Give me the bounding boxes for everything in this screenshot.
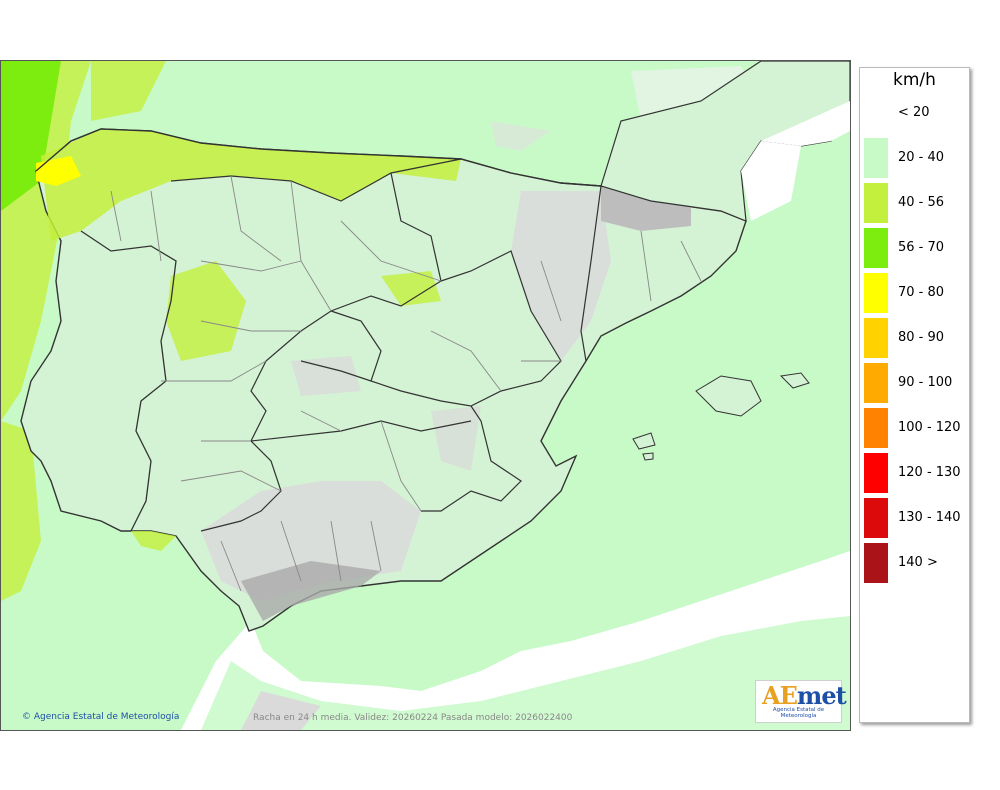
- wind-gust-map: [0, 60, 851, 731]
- legend-swatch: [864, 318, 888, 358]
- logo-ae: AE: [762, 681, 798, 710]
- legend-item: 120 - 130: [864, 453, 969, 493]
- credit-label: Agencia Estatal de Meteorología: [33, 712, 180, 722]
- gust-band-southwest-sea: [1, 421, 41, 601]
- legend-swatch: [864, 138, 888, 178]
- copyright-icon: ©: [22, 712, 31, 722]
- aemet-logo: AEmet Agencia Estatal de Meteorología: [755, 680, 847, 723]
- legend-item: 80 - 90: [864, 318, 969, 358]
- legend-swatch: [864, 453, 888, 493]
- logo-subtitle: Agencia Estatal de Meteorología: [772, 707, 825, 719]
- legend-label: 40 - 56: [898, 195, 945, 210]
- gust-band-north-sea: [91, 61, 166, 121]
- legend-swatch: [864, 498, 888, 538]
- legend-item: 40 - 56: [864, 183, 969, 223]
- legend-item: 100 - 120: [864, 408, 969, 448]
- legend-label: 130 - 140: [898, 510, 961, 525]
- gust-band-atlantic-strong: [1, 61, 61, 211]
- sea-patch-bay: [491, 121, 551, 151]
- legend-swatch: [864, 543, 888, 583]
- north-africa-gusts: [201, 616, 850, 730]
- north-africa-relief: [241, 691, 321, 730]
- relief-central-system: [291, 356, 361, 396]
- legend-item: < 20: [864, 93, 969, 133]
- province-borders: [110, 175, 702, 592]
- legend-item: 20 - 40: [864, 138, 969, 178]
- legend-label: 56 - 70: [898, 240, 945, 255]
- legend-item: 130 - 140: [864, 498, 969, 538]
- legend-swatch: [864, 363, 888, 403]
- legend-label: 20 - 40: [898, 150, 945, 165]
- legend-swatch: [864, 273, 888, 313]
- logo-met: met: [796, 681, 847, 710]
- legend-item: 70 - 80: [864, 273, 969, 313]
- gulf-of-lion-calm: [761, 101, 850, 146]
- legend-label: 140 >: [898, 555, 938, 570]
- legend-label: 100 - 120: [898, 420, 961, 435]
- legend-label: 70 - 80: [898, 285, 945, 300]
- gust-band-west-plateau: [166, 261, 246, 361]
- legend-unit: km/h: [893, 70, 936, 90]
- legend-swatch: [864, 408, 888, 448]
- validity-text: Racha en 24 h media. Validez: 20260224 P…: [253, 713, 573, 723]
- credit-text: © Agencia Estatal de Meteorología: [22, 712, 179, 722]
- catalan-sea-calm: [741, 141, 801, 221]
- legend-item: 140 >: [864, 543, 969, 583]
- legend-swatch: [864, 93, 888, 133]
- legend-item: 90 - 100: [864, 363, 969, 403]
- island-ibiza: [632, 432, 656, 450]
- gust-band-galicia-peak: [36, 156, 81, 186]
- gust-band-cadiz: [131, 531, 176, 551]
- relief-east-plateau: [431, 406, 481, 471]
- island-formentera: [642, 452, 654, 461]
- legend-label: < 20: [898, 105, 930, 120]
- legend-panel: km/h < 20 20 - 40 40 - 56 56 - 70 70 - 80 80 …: [859, 67, 970, 723]
- logo-wordmark: AEmet: [762, 681, 847, 710]
- legend-label: 120 - 130: [898, 465, 961, 480]
- gust-band-cantabrian: [41, 129, 461, 241]
- north-coastline: [35, 128, 602, 187]
- gust-band-central-north: [381, 271, 441, 306]
- relief-sierra-nevada: [241, 561, 381, 621]
- legend-label: 80 - 90: [898, 330, 945, 345]
- island-mallorca: [695, 375, 762, 417]
- legend-swatch: [864, 228, 888, 268]
- border-spain-portugal: [80, 230, 177, 532]
- island-menorca: [779, 372, 810, 389]
- legend-swatch: [864, 183, 888, 223]
- map-canvas: [1, 61, 850, 730]
- legend-label: 90 - 100: [898, 375, 953, 390]
- legend-item: 56 - 70: [864, 228, 969, 268]
